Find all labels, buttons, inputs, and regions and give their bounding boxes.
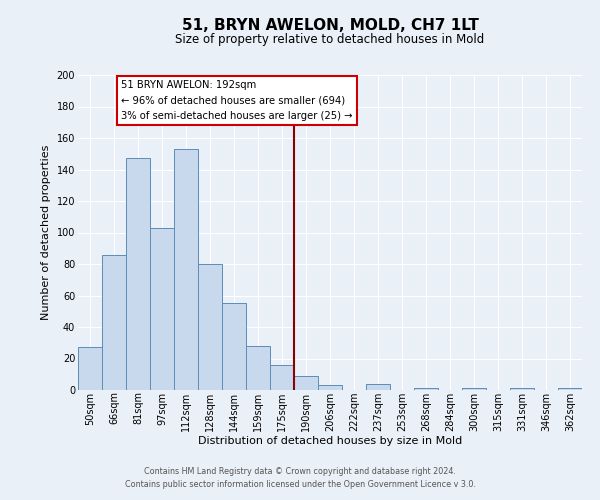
Bar — [198, 264, 222, 390]
Text: 51 BRYN AWELON: 192sqm
← 96% of detached houses are smaller (694)
3% of semi-det: 51 BRYN AWELON: 192sqm ← 96% of detached… — [121, 80, 353, 121]
Bar — [558, 388, 582, 390]
Bar — [174, 149, 198, 390]
Text: Contains public sector information licensed under the Open Government Licence v : Contains public sector information licen… — [125, 480, 475, 489]
Bar — [462, 388, 486, 390]
Bar — [366, 384, 390, 390]
Bar — [510, 388, 534, 390]
Bar — [150, 228, 174, 390]
Bar — [246, 346, 270, 390]
X-axis label: Distribution of detached houses by size in Mold: Distribution of detached houses by size … — [198, 436, 462, 446]
Text: 51, BRYN AWELON, MOLD, CH7 1LT: 51, BRYN AWELON, MOLD, CH7 1LT — [182, 18, 478, 32]
Bar — [222, 304, 246, 390]
Bar — [126, 158, 150, 390]
Bar — [102, 254, 126, 390]
Bar — [318, 386, 342, 390]
Y-axis label: Number of detached properties: Number of detached properties — [41, 145, 51, 320]
Bar — [294, 376, 318, 390]
Bar — [414, 388, 438, 390]
Bar — [270, 365, 294, 390]
Bar — [78, 348, 102, 390]
Text: Contains HM Land Registry data © Crown copyright and database right 2024.: Contains HM Land Registry data © Crown c… — [144, 467, 456, 476]
Text: Size of property relative to detached houses in Mold: Size of property relative to detached ho… — [175, 32, 485, 46]
